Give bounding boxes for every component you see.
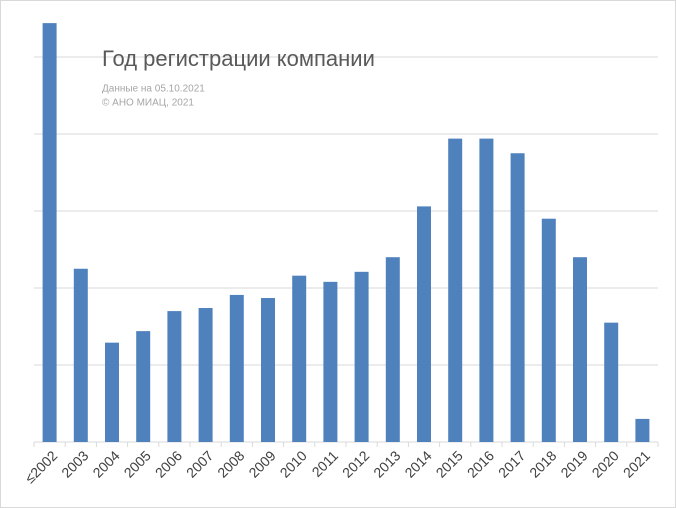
bar bbox=[479, 138, 494, 442]
bar bbox=[261, 298, 275, 442]
bar bbox=[510, 153, 525, 442]
bar bbox=[323, 281, 338, 442]
bar bbox=[354, 271, 369, 442]
bar bbox=[136, 331, 151, 442]
bar bbox=[541, 218, 556, 442]
chart-source: © АНО МИАЦ, 2021 bbox=[102, 98, 194, 109]
bar bbox=[229, 294, 244, 442]
bar bbox=[573, 257, 587, 442]
chart-subtitle: Данные на 05.10.2021 bbox=[102, 84, 205, 95]
bar bbox=[604, 322, 619, 442]
bar bbox=[73, 268, 88, 442]
chart-title: Год регистрации компании bbox=[102, 46, 375, 71]
bar bbox=[385, 257, 400, 442]
bar bbox=[448, 138, 463, 442]
bar bbox=[417, 206, 431, 442]
bar bbox=[635, 418, 650, 442]
bar bbox=[292, 275, 307, 442]
bar bbox=[198, 308, 213, 442]
bar bbox=[167, 311, 182, 442]
bars bbox=[42, 23, 650, 443]
bar bbox=[42, 23, 57, 443]
bar bbox=[105, 342, 119, 442]
